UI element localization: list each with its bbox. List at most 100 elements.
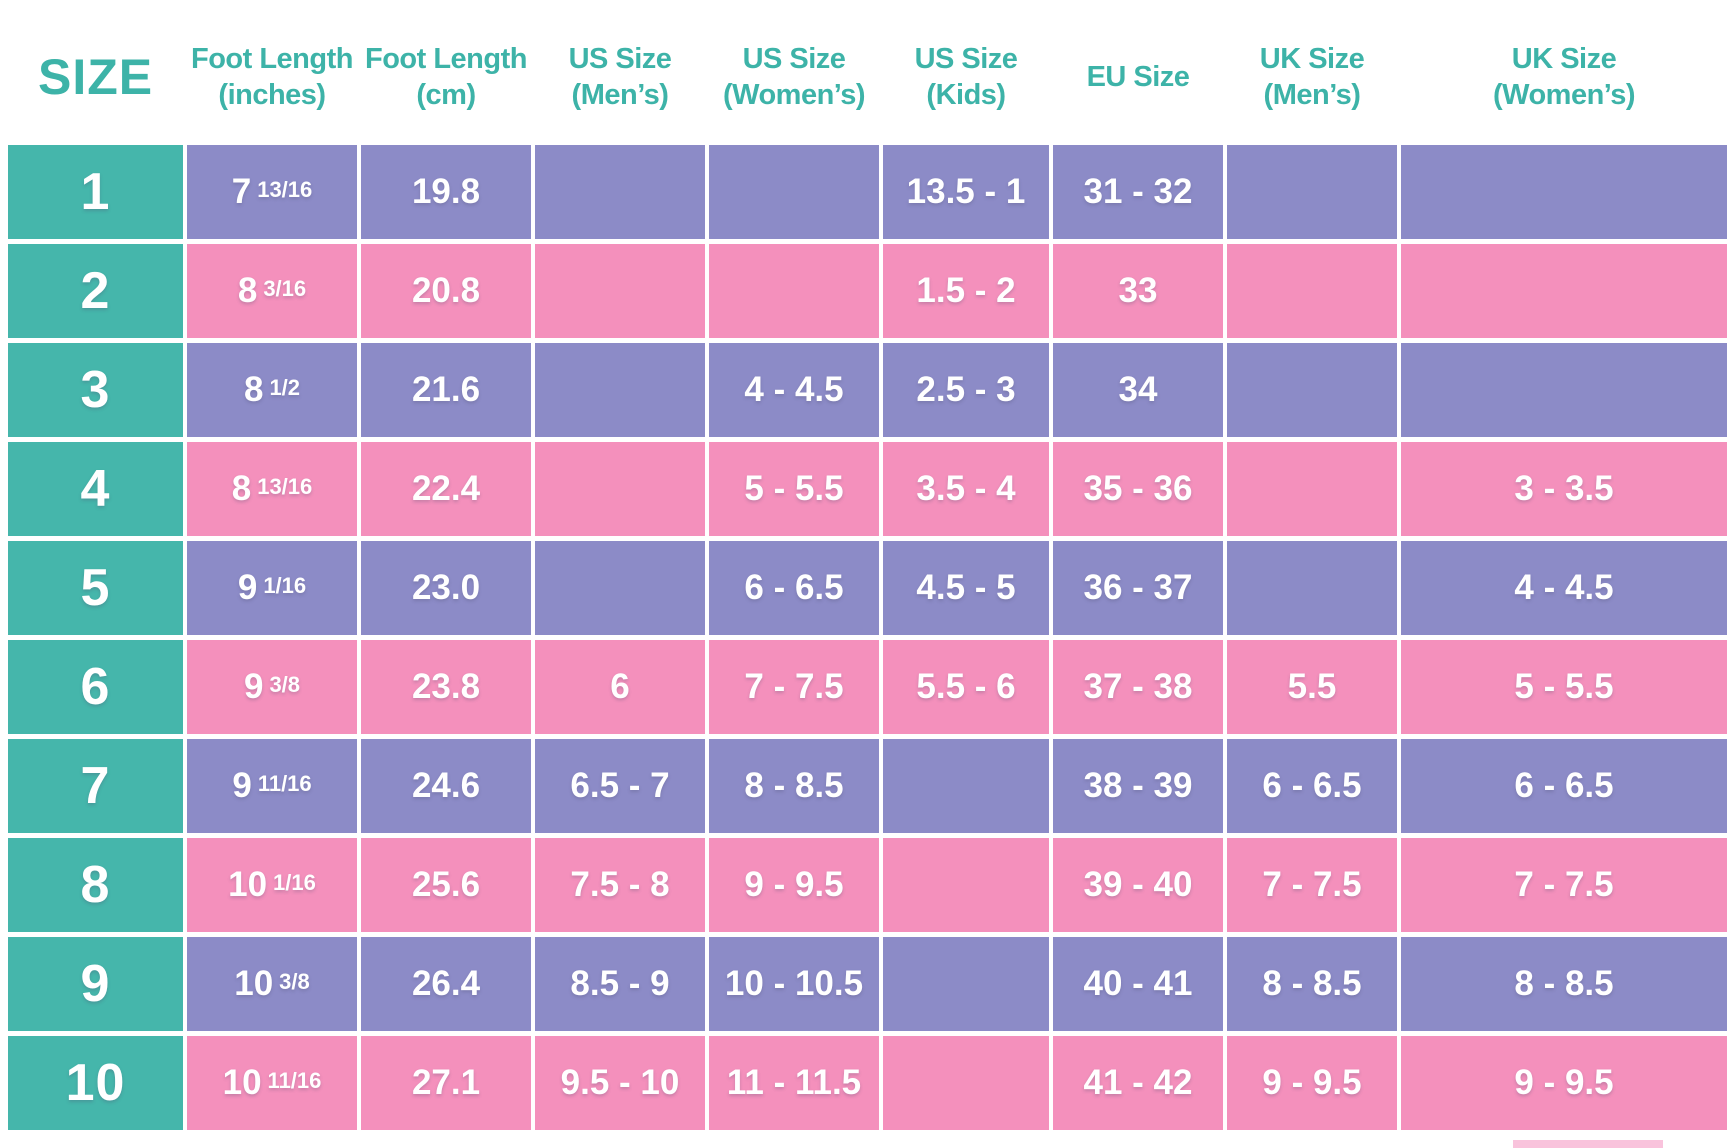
size-cell: 2 <box>8 244 183 338</box>
cm-cell: 22.4 <box>361 442 531 536</box>
column-header-label: UK Size <box>1259 42 1365 75</box>
cm-cell: 24.6 <box>361 739 531 833</box>
uk-mens-cell: 7 - 7.5 <box>1227 838 1397 932</box>
uk-womens-cell: 6 - 6.5 <box>1401 739 1727 833</box>
column-header-foot-length-cm: Foot Length (cm) <box>361 0 531 140</box>
uk-mens-cell <box>1227 145 1397 239</box>
column-header-sublabel: (Men’s) <box>571 79 669 111</box>
us-mens-cell: 9.5 - 10 <box>535 1036 705 1130</box>
cm-cell: 23.8 <box>361 640 531 734</box>
column-header-sublabel: (Women’s) <box>1492 79 1636 111</box>
column-header-label: UK Size <box>1511 42 1617 75</box>
eu-cell: 35 - 36 <box>1053 442 1223 536</box>
inches-whole: 9 <box>243 667 264 706</box>
uk-mens-cell: 9 - 9.5 <box>1227 1036 1397 1130</box>
inches-whole: 8 <box>237 271 258 310</box>
foot-length-inches-cell: 10 1/16 <box>187 838 357 932</box>
us-kids-cell <box>883 739 1049 833</box>
uk-womens-cell <box>1401 145 1727 239</box>
us-kids-cell <box>883 838 1049 932</box>
cm-cell: 27.1 <box>361 1036 531 1130</box>
us-mens-cell <box>535 244 705 338</box>
eu-cell: 37 - 38 <box>1053 640 1223 734</box>
us-womens-cell: 9 - 9.5 <box>709 838 879 932</box>
cm-cell: 20.8 <box>361 244 531 338</box>
uk-womens-cell: 3 - 3.5 <box>1401 442 1727 536</box>
us-womens-cell: 5 - 5.5 <box>709 442 879 536</box>
us-kids-cell: 5.5 - 6 <box>883 640 1049 734</box>
us-kids-cell: 1.5 - 2 <box>883 244 1049 338</box>
column-header-sublabel: (Men’s) <box>1263 79 1361 111</box>
us-womens-cell <box>709 145 879 239</box>
us-kids-cell: 13.5 - 1 <box>883 145 1049 239</box>
size-cell: 8 <box>8 838 183 932</box>
uk-mens-cell <box>1227 244 1397 338</box>
eu-cell: 40 - 41 <box>1053 937 1223 1031</box>
us-womens-cell <box>709 244 879 338</box>
column-header-sublabel: (Kids) <box>926 79 1006 111</box>
foot-length-inches-cell: 8 1/2 <box>187 343 357 437</box>
uk-mens-cell <box>1227 343 1397 437</box>
us-mens-cell: 6.5 - 7 <box>535 739 705 833</box>
foot-length-inches-cell: 9 3/8 <box>187 640 357 734</box>
us-mens-cell <box>535 442 705 536</box>
foot-length-inches-cell: 9 11/16 <box>187 739 357 833</box>
inches-fraction: 13/16 <box>257 177 313 202</box>
inches-whole: 7 <box>231 172 252 211</box>
column-header-us-size-womens: US Size (Women’s) <box>709 0 879 140</box>
us-kids-cell: 2.5 - 3 <box>883 343 1049 437</box>
uk-womens-cell <box>1401 343 1727 437</box>
cm-cell: 19.8 <box>361 145 531 239</box>
us-womens-cell: 10 - 10.5 <box>709 937 879 1031</box>
uk-womens-cell <box>1401 244 1727 338</box>
column-header-label: US Size <box>568 42 672 75</box>
size-cell: 5 <box>8 541 183 635</box>
inches-whole: 10 <box>234 964 274 1003</box>
column-header-uk-size-womens: UK Size (Women’s) <box>1401 0 1727 140</box>
inches-fraction: 1/2 <box>269 375 301 400</box>
column-header-label: EU Size <box>1086 60 1190 93</box>
inches-fraction: 1/16 <box>273 870 316 895</box>
eu-cell: 39 - 40 <box>1053 838 1223 932</box>
inches-fraction: 11/16 <box>257 771 312 796</box>
column-header-eu-size: EU Size <box>1053 0 1223 140</box>
us-mens-cell: 7.5 - 8 <box>535 838 705 932</box>
column-header-us-size-kids: US Size (Kids) <box>883 0 1049 140</box>
foot-length-inches-cell: 8 3/16 <box>187 244 357 338</box>
inches-whole: 9 <box>232 766 252 805</box>
eu-cell: 34 <box>1053 343 1223 437</box>
us-womens-cell: 6 - 6.5 <box>709 541 879 635</box>
column-header-label: US Size <box>742 42 846 75</box>
us-mens-cell <box>535 343 705 437</box>
cm-cell: 25.6 <box>361 838 531 932</box>
us-mens-cell: 8.5 - 9 <box>535 937 705 1031</box>
us-kids-cell: 3.5 - 4 <box>883 442 1049 536</box>
uk-womens-cell: 5 - 5.5 <box>1401 640 1727 734</box>
uk-mens-cell <box>1227 541 1397 635</box>
size-cell: 10 <box>8 1036 183 1130</box>
column-header-label: US Size <box>914 42 1018 75</box>
uk-womens-cell: 7 - 7.5 <box>1401 838 1727 932</box>
column-header-label: SIZE <box>38 48 154 105</box>
inches-fraction: 1/16 <box>263 573 307 598</box>
eu-cell: 31 - 32 <box>1053 145 1223 239</box>
size-cell: 6 <box>8 640 183 734</box>
inches-fraction: 3/16 <box>263 276 307 301</box>
inches-fraction: 13/16 <box>257 474 313 499</box>
inches-fraction: 11/16 <box>267 1068 322 1093</box>
size-cell: 7 <box>8 739 183 833</box>
inches-whole: 8 <box>243 370 264 409</box>
uk-mens-cell <box>1227 442 1397 536</box>
size-chart-table: SIZE Foot Length (inches) Foot Length (c… <box>8 0 1727 1130</box>
us-womens-cell: 7 - 7.5 <box>709 640 879 734</box>
us-mens-cell <box>535 145 705 239</box>
inches-whole: 9 <box>237 568 258 607</box>
inches-fraction: 3/8 <box>279 969 310 994</box>
eu-cell: 33 <box>1053 244 1223 338</box>
cm-cell: 23.0 <box>361 541 531 635</box>
uk-mens-cell: 8 - 8.5 <box>1227 937 1397 1031</box>
uk-womens-cell: 9 - 9.5 <box>1401 1036 1727 1130</box>
column-header-uk-size-mens: UK Size (Men’s) <box>1227 0 1397 140</box>
cm-cell: 21.6 <box>361 343 531 437</box>
foot-length-inches-cell: 10 3/8 <box>187 937 357 1031</box>
